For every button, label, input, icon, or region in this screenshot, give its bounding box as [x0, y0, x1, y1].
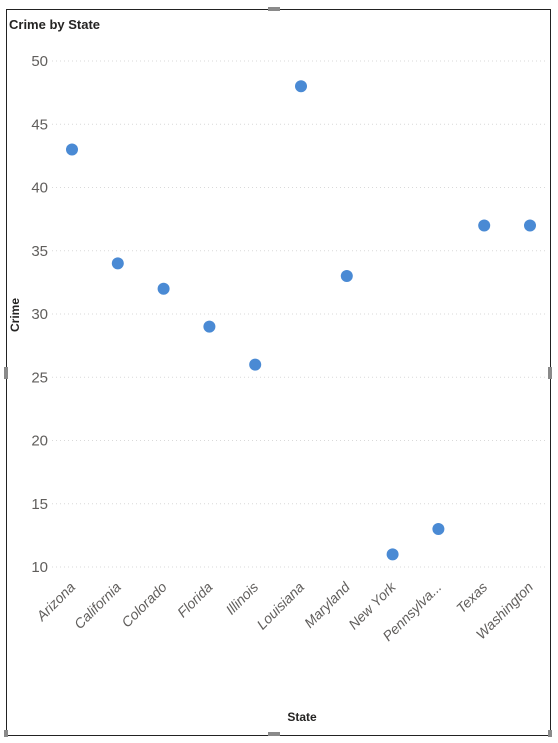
data-point[interactable]	[249, 358, 262, 371]
y-tick-label: 20	[31, 433, 48, 450]
resize-handle-bottom-right[interactable]	[548, 730, 552, 737]
y-tick-label: 50	[31, 53, 48, 70]
y-tick-label: 15	[31, 496, 48, 513]
y-tick-label: 25	[31, 369, 48, 386]
resize-handle-left[interactable]	[4, 367, 8, 379]
y-tick-label: 45	[31, 116, 48, 133]
data-point[interactable]	[524, 219, 536, 232]
y-tick-label: 35	[31, 243, 48, 260]
x-tick-label: Texas	[453, 579, 490, 616]
y-axis-ticks: 10 15 20 25 30 35 40 45 50	[31, 53, 48, 576]
x-tick-label: Arizona	[33, 579, 79, 625]
data-point[interactable]	[478, 219, 491, 232]
x-tick-label: Colorado	[118, 579, 170, 631]
data-point[interactable]	[203, 320, 216, 333]
x-tick-label: Illinois	[222, 579, 261, 618]
x-tick-label: Louisiana	[253, 579, 307, 633]
data-point[interactable]	[157, 282, 170, 295]
chart-title: Crime by State	[9, 17, 100, 32]
chart-visual-frame[interactable]	[4, 7, 552, 737]
data-point[interactable]	[66, 143, 78, 156]
gridlines	[52, 60, 548, 568]
resize-handle-bottom-left[interactable]	[4, 730, 8, 737]
data-point[interactable]	[432, 523, 445, 536]
data-point[interactable]	[386, 548, 399, 561]
data-point[interactable]	[111, 257, 124, 270]
data-point[interactable]	[340, 270, 353, 283]
resize-handle-bottom[interactable]	[268, 732, 280, 736]
x-tick-label: Florida	[174, 579, 216, 621]
y-tick-label: 10	[31, 559, 48, 576]
y-tick-label: 30	[31, 306, 48, 323]
x-axis-title: State	[287, 710, 317, 724]
data-point[interactable]	[295, 80, 307, 93]
y-tick-label: 40	[31, 180, 48, 197]
x-tick-label: California	[71, 579, 124, 632]
data-points	[66, 80, 536, 561]
y-axis-title: Crime	[8, 298, 22, 332]
resize-handle-right[interactable]	[548, 367, 552, 379]
resize-handle-top[interactable]	[268, 7, 280, 11]
